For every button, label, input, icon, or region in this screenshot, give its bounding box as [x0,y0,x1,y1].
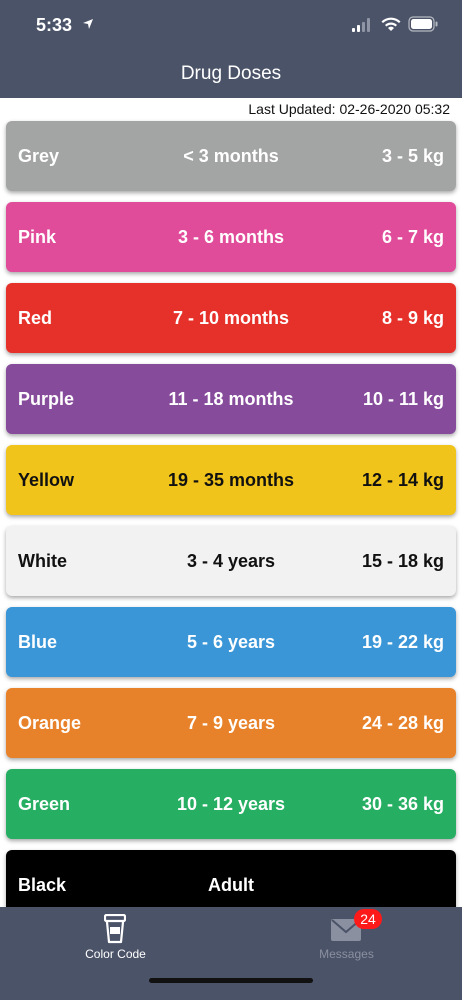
row-age-range: 10 - 12 years [176,794,286,814]
unread-badge: 24 [354,909,382,929]
color-row-grey[interactable]: Grey < 3 months 3 - 5 kg [6,121,456,191]
row-weight-range: 3 - 5 kg [381,146,444,166]
color-row-pink[interactable]: Pink 3 - 6 months 6 - 7 kg [6,202,456,272]
wifi-icon [381,17,401,31]
row-color-name: Purple [18,389,75,409]
row-weight-range: 10 - 11 kg [362,389,444,409]
row-color-name: Red [18,308,53,328]
tab-messages[interactable]: 24 Messages [231,907,462,977]
row-color-name: Yellow [18,470,75,490]
battery-icon [408,16,438,32]
row-color-name: Pink [18,227,57,247]
row-age-range: < 3 months [183,146,279,166]
header: 5:33 Drug Doses [0,0,462,98]
row-weight-range: 19 - 22 kg [361,632,444,652]
tab-label: Color Code [85,947,146,961]
row-age-range: 7 - 9 years [186,713,276,733]
location-arrow-icon [83,19,93,29]
tab-color-code[interactable]: Color Code [0,907,231,977]
row-weight-range: 12 - 14 kg [361,470,444,490]
row-weight-range: 8 - 9 kg [381,308,444,328]
signal-icon [352,18,370,32]
row-age-range: 5 - 6 years [186,632,276,652]
row-weight-range: 24 - 28 kg [361,713,444,733]
color-row-yellow[interactable]: Yellow 19 - 35 months 12 - 14 kg [6,445,456,515]
color-row-red[interactable]: Red 7 - 10 months 8 - 9 kg [6,283,456,353]
row-age-range: 11 - 18 months [168,389,294,409]
color-row-green[interactable]: Green 10 - 12 years 30 - 36 kg [6,769,456,839]
color-row-white[interactable]: White 3 - 4 years 15 - 18 kg [6,526,456,596]
row-weight-range: 30 - 36 kg [361,794,444,814]
row-age-range: Adult [208,875,254,895]
tab-bar: Color Code 24 Messages [0,907,462,1000]
row-color-name: Blue [18,632,58,652]
row-color-name: Green [18,794,71,814]
home-indicator [149,978,313,983]
row-color-name: Black [18,875,67,895]
row-color-name: Orange [18,713,82,733]
page-title: Drug Doses [180,63,282,84]
row-age-range: 3 - 6 months [177,227,284,247]
row-age-range: 7 - 10 months [172,308,290,328]
last-updated-text: Last Updated: 02-26-2020 05:32 [248,101,450,117]
cup-icon [104,914,126,944]
row-color-name: White [18,551,67,571]
color-row-orange[interactable]: Orange 7 - 9 years 24 - 28 kg [6,688,456,758]
tab-label: Messages [319,947,374,961]
color-row-purple[interactable]: Purple 11 - 18 months 10 - 11 kg [6,364,456,434]
row-weight-range: 15 - 18 kg [361,551,444,571]
color-row-blue[interactable]: Blue 5 - 6 years 19 - 22 kg [6,607,456,677]
row-age-range: 19 - 35 months [167,470,295,490]
row-age-range: 3 - 4 years [186,551,276,571]
row-color-name: Grey [18,146,60,166]
row-weight-range: 6 - 7 kg [381,227,444,247]
status-time: 5:33 [36,15,73,35]
